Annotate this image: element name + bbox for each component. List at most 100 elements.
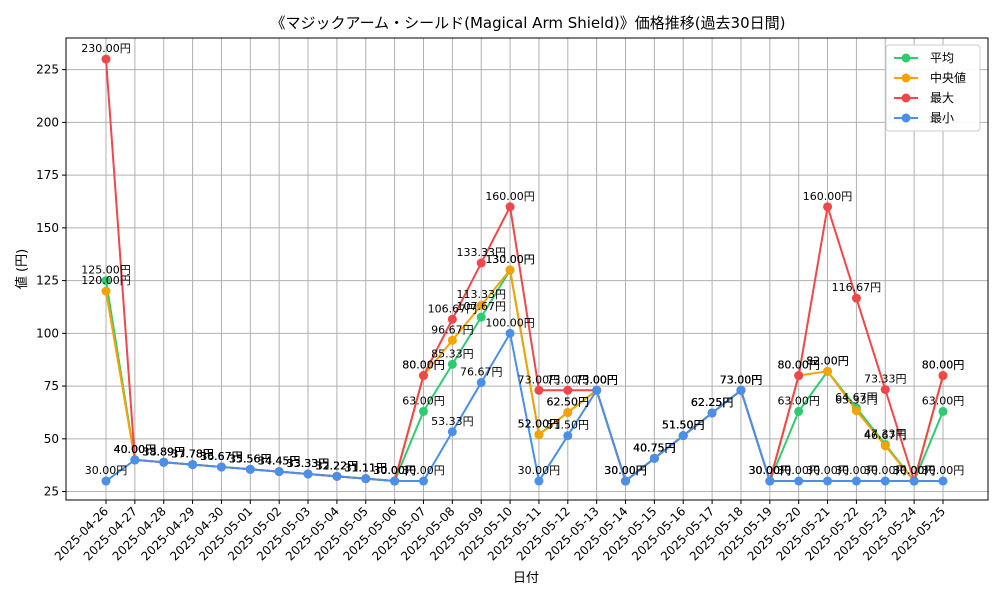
data-label: 34.45円 [258,455,301,468]
data-label: 33.33円 [287,457,330,470]
data-label: 34.45円 [258,455,301,468]
data-label: 36.67円 [200,450,243,463]
data-label: 73.00円 [720,373,763,386]
data-label: 63.00円 [922,394,965,407]
data-label: 36.67円 [200,450,243,463]
data-label: 73.00円 [720,373,763,386]
data-point [765,476,775,486]
data-label: 82.00円 [806,354,849,367]
data-point [418,406,428,416]
data-label: 73.00円 [720,373,763,386]
data-label: 80.00円 [402,359,445,372]
series-lines [101,54,948,486]
data-label: 80.00円 [922,359,965,372]
data-point [678,431,688,441]
data-label: 73.00円 [575,373,618,386]
data-label: 30.00円 [893,464,936,477]
data-label: 30.00円 [402,464,445,477]
data-point [851,406,861,416]
data-label: 30.00円 [835,464,878,477]
data-label: 37.78円 [171,448,214,461]
legend-swatch-marker [901,93,911,103]
data-label: 30.00円 [777,464,820,477]
data-point [880,476,890,486]
data-point [101,476,111,486]
data-label: 31.11円 [345,462,388,475]
data-label: 30.00円 [604,464,647,477]
data-label: 30.00円 [373,464,416,477]
data-label: 40.75円 [633,441,676,454]
data-label: 38.89円 [142,445,185,458]
data-label: 31.11円 [345,462,388,475]
legend-label: 最大 [930,91,954,105]
data-label: 34.45円 [258,455,301,468]
data-label: 51.50円 [662,419,705,432]
data-label: 80.00円 [402,359,445,372]
data-point [101,54,111,64]
data-label: 30.00円 [749,464,792,477]
data-point [418,476,428,486]
grid-lines [66,38,988,500]
data-point [563,407,573,417]
data-label: 30.00円 [922,464,965,477]
data-label: 106.67円 [428,302,478,315]
data-label: 160.00円 [803,190,853,203]
data-label: 30.00円 [893,464,936,477]
data-point [707,408,717,418]
data-label: 73.00円 [575,373,618,386]
x-axis-label: 日付 [513,571,539,586]
data-point [534,385,544,395]
data-label: 51.50円 [662,419,705,432]
data-label: 62.50円 [547,395,590,408]
data-point [476,312,486,322]
legend-swatch-marker [901,113,911,123]
data-point [621,476,631,486]
data-point [563,385,573,395]
data-label: 130.00円 [485,253,535,266]
data-point [534,476,544,486]
data-point [563,431,573,441]
data-point [851,476,861,486]
legend-box [885,44,981,132]
data-label: 40.00円 [114,443,157,456]
data-label: 62.25円 [691,396,734,409]
data-label: 30.00円 [806,464,849,477]
data-label: 160.00円 [485,190,535,203]
data-point [823,476,833,486]
data-label: 80.00円 [922,359,965,372]
legend-label: 平均 [930,51,954,65]
data-label: 107.67円 [456,300,506,313]
y-tick-label: 175 [36,168,59,182]
data-label: 73.00円 [575,373,618,386]
data-point [476,258,486,268]
data-point [823,202,833,212]
data-label: 120.00円 [81,274,131,287]
data-label: 46.67円 [864,429,907,442]
data-label: 73.00円 [720,373,763,386]
data-point [361,474,371,484]
data-point [216,462,226,472]
data-label: 96.67円 [431,323,474,336]
data-label: 80.00円 [777,359,820,372]
series-line [105,332,943,483]
data-label: 30.00円 [893,464,936,477]
data-label: 30.00円 [373,464,416,477]
data-label: 62.25円 [691,396,734,409]
data-label: 85.33円 [431,347,474,360]
data-label: 32.22円 [316,459,359,472]
data-label: 73.00円 [547,373,590,386]
data-label: 31.11円 [345,462,388,475]
data-point [938,371,948,381]
data-point [592,385,602,395]
data-point [159,457,169,467]
data-point [476,378,486,388]
data-label: 125.00円 [81,264,131,277]
data-label: 30.00円 [373,464,416,477]
data-point [447,359,457,369]
data-point [332,471,342,481]
data-label: 51.50円 [547,419,590,432]
data-label: 62.25円 [691,396,734,409]
data-label: 30.00円 [893,464,936,477]
data-label: 62.50円 [547,395,590,408]
y-axis-ticks: 25 50 75 100 125 150 175 200 225 [36,63,66,499]
